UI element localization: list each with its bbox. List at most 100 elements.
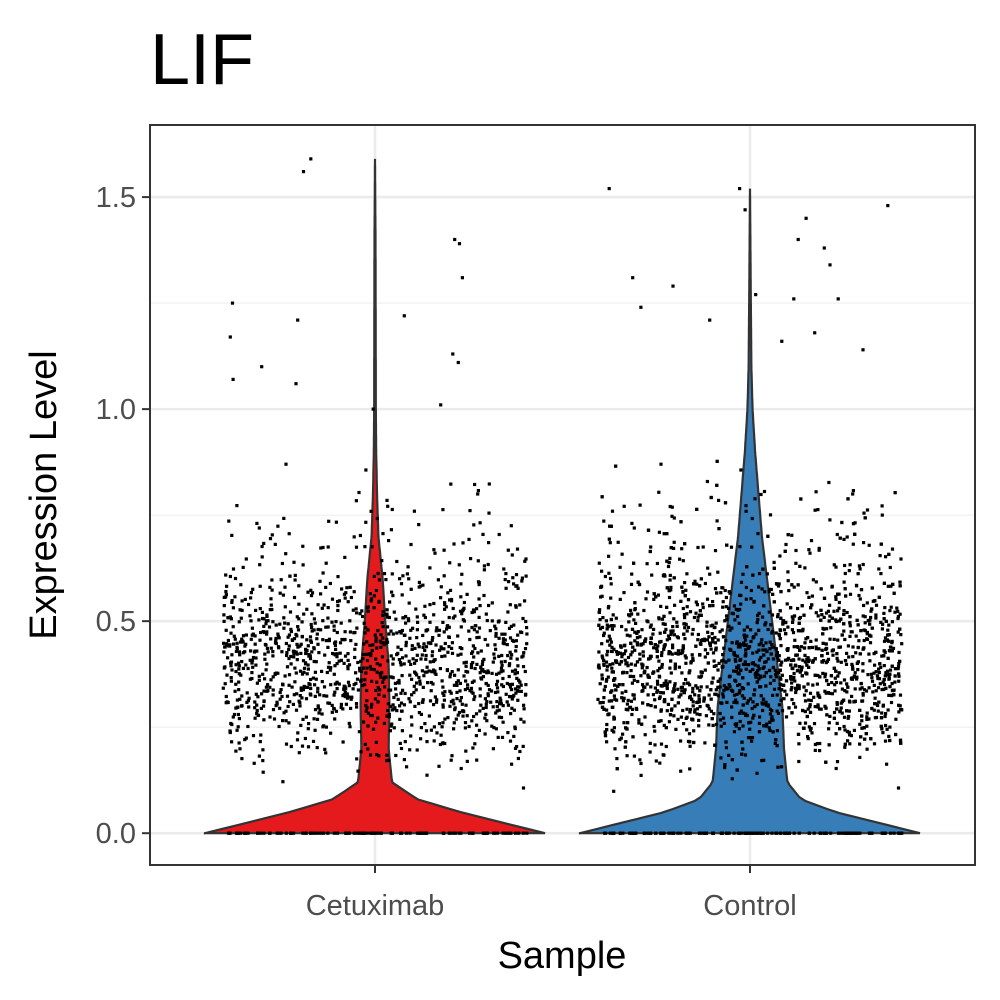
data-point xyxy=(395,709,399,713)
data-point xyxy=(698,689,702,693)
data-point xyxy=(665,559,669,563)
data-point xyxy=(477,728,481,732)
data-point xyxy=(767,668,772,673)
data-point xyxy=(679,693,683,697)
data-point xyxy=(240,694,244,698)
data-point xyxy=(635,660,640,664)
data-point xyxy=(605,740,609,744)
data-point xyxy=(284,641,288,646)
data-point xyxy=(421,698,425,702)
data-point xyxy=(768,681,772,685)
data-point xyxy=(776,615,780,619)
data-point xyxy=(649,623,653,627)
data-point xyxy=(678,557,682,561)
data-point xyxy=(636,612,640,616)
data-point xyxy=(816,691,820,695)
data-point xyxy=(751,716,755,720)
data-point xyxy=(437,633,441,637)
data-point xyxy=(344,702,348,706)
data-point xyxy=(777,670,781,674)
data-point xyxy=(711,651,716,655)
data-point xyxy=(888,668,893,672)
data-point xyxy=(451,616,455,620)
data-point xyxy=(425,665,429,669)
data-point xyxy=(304,697,309,701)
data-point xyxy=(406,617,410,621)
data-point xyxy=(656,593,660,597)
data-point xyxy=(792,671,796,676)
data-point xyxy=(849,677,854,681)
data-point xyxy=(469,662,474,666)
data-point xyxy=(606,625,610,629)
data-point xyxy=(621,831,625,835)
data-point xyxy=(346,658,350,662)
data-point xyxy=(799,497,803,501)
data-point xyxy=(722,688,726,692)
data-point xyxy=(897,703,901,707)
data-point xyxy=(605,627,609,631)
data-point xyxy=(700,831,704,835)
data-point xyxy=(236,725,240,729)
data-point xyxy=(858,652,862,656)
data-point xyxy=(789,663,793,667)
data-point xyxy=(671,689,675,694)
data-point xyxy=(770,717,774,721)
data-point xyxy=(662,645,666,649)
data-point xyxy=(428,566,432,570)
data-point xyxy=(279,688,283,692)
data-point xyxy=(770,831,774,835)
data-point xyxy=(887,623,891,627)
data-point xyxy=(636,630,640,634)
data-point xyxy=(772,566,776,570)
data-point xyxy=(765,572,769,576)
data-point xyxy=(237,680,241,684)
data-point xyxy=(667,589,671,593)
data-point xyxy=(250,671,254,675)
data-point xyxy=(260,610,264,614)
data-point xyxy=(752,713,756,717)
data-point xyxy=(784,632,788,636)
outlier-point xyxy=(754,293,758,297)
data-point xyxy=(653,698,657,702)
data-point xyxy=(843,637,847,642)
data-point xyxy=(456,653,460,657)
outlier-point xyxy=(631,276,635,280)
data-point xyxy=(798,721,802,725)
data-point xyxy=(862,511,866,515)
data-point xyxy=(420,700,425,704)
data-point xyxy=(794,687,798,692)
data-point xyxy=(250,661,254,665)
data-point xyxy=(842,715,847,719)
data-point xyxy=(244,557,248,561)
data-point xyxy=(621,699,625,703)
data-point xyxy=(412,509,416,513)
data-point xyxy=(278,706,282,710)
data-point xyxy=(741,711,745,715)
data-point xyxy=(814,580,818,584)
data-point xyxy=(716,685,720,689)
data-point xyxy=(515,745,519,749)
data-point xyxy=(610,627,614,631)
data-point xyxy=(703,668,707,672)
data-point xyxy=(625,702,629,706)
data-point xyxy=(512,734,516,738)
data-point xyxy=(243,597,247,601)
data-point xyxy=(374,720,378,724)
outlier-point xyxy=(639,305,643,309)
data-point xyxy=(713,635,717,640)
data-point xyxy=(408,831,412,835)
data-point xyxy=(669,585,673,589)
data-point xyxy=(442,548,446,552)
data-point xyxy=(771,657,775,661)
data-point xyxy=(428,603,432,607)
data-point xyxy=(383,685,387,689)
data-point xyxy=(452,542,456,546)
data-point xyxy=(793,679,797,683)
data-point xyxy=(764,703,768,707)
data-point xyxy=(744,713,748,718)
data-point xyxy=(762,653,766,657)
data-point xyxy=(781,622,785,626)
data-point xyxy=(314,660,318,664)
data-point xyxy=(461,709,465,713)
data-point xyxy=(237,688,241,692)
